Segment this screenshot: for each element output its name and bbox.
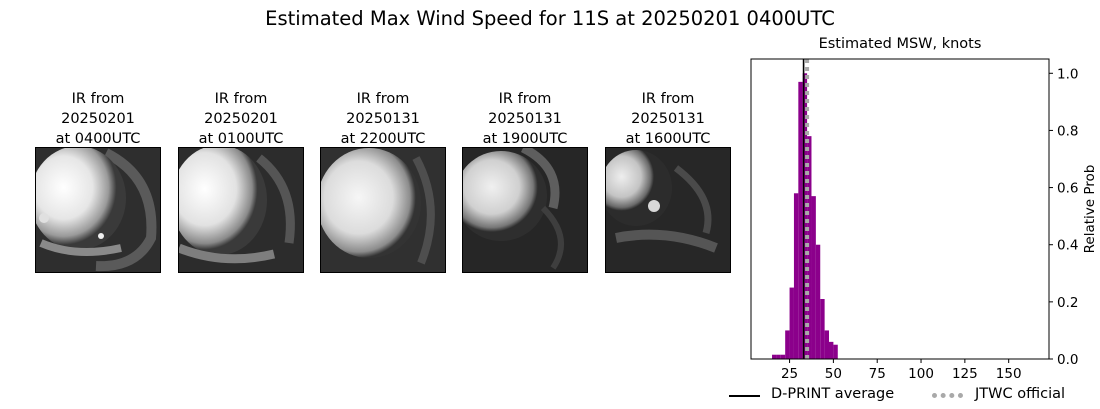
ir-caption-line: IR from bbox=[71, 91, 125, 107]
histogram-bar bbox=[793, 193, 799, 359]
ir-satellite-image bbox=[605, 147, 731, 273]
y-axis-ticks: 0.0 0.2 0.4 0.6 0.8 1.0 bbox=[1049, 66, 1078, 368]
ir-caption-line: IR from bbox=[356, 91, 410, 107]
y-tick-label: 1.0 bbox=[1057, 66, 1078, 82]
ir-caption-line: IR from bbox=[498, 91, 552, 107]
ir-satellite-image bbox=[320, 147, 446, 273]
histogram-bar bbox=[824, 330, 830, 359]
histogram-bar bbox=[829, 341, 834, 359]
histogram-bar bbox=[802, 73, 808, 360]
ir-caption: IR from 20250131 at 1900UTC bbox=[442, 89, 608, 149]
legend-label-dprint: D-PRINT average bbox=[771, 386, 895, 402]
x-tick-label: 125 bbox=[952, 366, 978, 382]
ir-caption-date: 20250131 bbox=[631, 111, 705, 127]
ir-caption-time: at 0100UTC bbox=[198, 131, 284, 147]
ir-satellite-image bbox=[178, 147, 304, 273]
legend-label-jtwc: JTWC official bbox=[975, 386, 1066, 402]
ir-caption-date: 20250201 bbox=[61, 111, 135, 127]
x-tick-label: 50 bbox=[825, 366, 842, 382]
ir-caption: IR from 20250201 at 0100UTC bbox=[158, 89, 324, 149]
histogram-bar bbox=[780, 354, 786, 359]
ir-caption-date: 20250201 bbox=[204, 111, 278, 127]
ir-caption-time: at 2200UTC bbox=[340, 131, 426, 147]
x-tick-label: 25 bbox=[781, 366, 798, 382]
x-tick-label: 100 bbox=[908, 366, 934, 382]
legend-swatch-jtwc bbox=[932, 393, 963, 398]
x-tick-label: 150 bbox=[996, 366, 1022, 382]
ir-caption-time: at 1600UTC bbox=[625, 131, 711, 147]
histogram-bar bbox=[776, 354, 781, 359]
ir-caption-line: IR from bbox=[214, 91, 268, 107]
histogram-bar bbox=[785, 330, 790, 359]
histogram-bar bbox=[833, 344, 838, 359]
histogram-bar bbox=[807, 136, 812, 359]
ir-caption: IR from 20250131 at 2200UTC bbox=[300, 89, 466, 149]
ir-satellite-image bbox=[35, 147, 161, 273]
x-tick-label: 75 bbox=[869, 366, 886, 382]
plot-frame bbox=[750, 58, 1050, 360]
y-tick-label: 0.0 bbox=[1057, 352, 1078, 368]
ir-caption-date: 20250131 bbox=[488, 111, 562, 127]
histogram-bar bbox=[789, 287, 794, 359]
ir-caption: IR from 20250131 at 1600UTC bbox=[585, 89, 751, 149]
y-tick-label: 0.2 bbox=[1057, 295, 1078, 311]
reference-lines bbox=[802, 59, 810, 359]
ir-caption-line: IR from bbox=[641, 91, 695, 107]
histogram-bars bbox=[772, 73, 838, 360]
histogram-bar bbox=[815, 244, 821, 359]
histogram-bar bbox=[798, 81, 803, 359]
histogram-bar bbox=[820, 299, 825, 359]
y-tick-label: 0.4 bbox=[1057, 238, 1078, 254]
histogram-bar bbox=[772, 354, 777, 359]
y-tick-label: 0.8 bbox=[1057, 123, 1078, 139]
y-tick-label: 0.6 bbox=[1057, 181, 1078, 197]
legend-swatch-dprint bbox=[729, 395, 760, 397]
ir-caption-time: at 1900UTC bbox=[482, 131, 568, 147]
ir-satellite-image bbox=[462, 147, 588, 273]
ir-caption-date: 20250131 bbox=[346, 111, 420, 127]
ir-caption-time: at 0400UTC bbox=[55, 131, 141, 147]
histogram-bar bbox=[811, 196, 816, 359]
x-axis-ticks: 25 50 75 100 125 150 bbox=[781, 359, 1022, 382]
figure-title: Estimated Max Wind Speed for 11S at 2025… bbox=[265, 7, 835, 30]
y-axis-label: Relative Prob bbox=[1082, 165, 1098, 254]
ir-caption: IR from 20250201 at 0400UTC bbox=[15, 89, 181, 149]
chart-title: Estimated MSW, knots bbox=[818, 36, 982, 52]
